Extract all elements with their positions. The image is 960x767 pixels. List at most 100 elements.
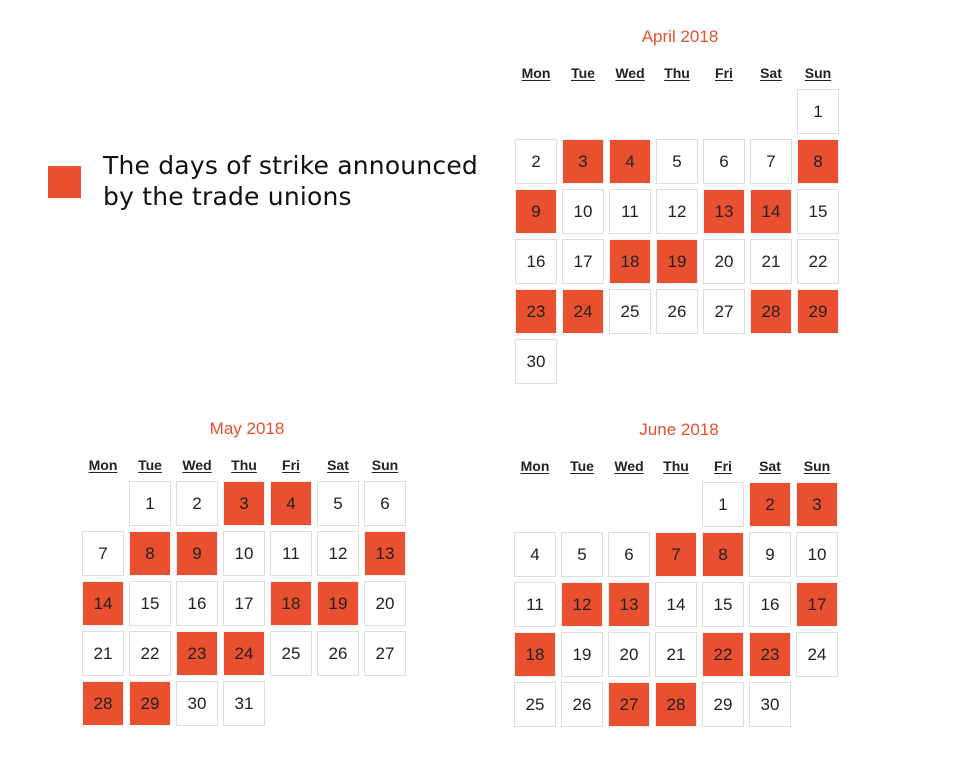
strike-day-cell: 18	[609, 239, 651, 284]
weekday-label: Sun	[804, 65, 832, 81]
weekday-label: Thu	[663, 458, 689, 474]
strike-day-cell: 18	[514, 632, 556, 677]
day-cell: 26	[317, 631, 359, 676]
strike-day-cell: 23	[749, 632, 791, 677]
day-cell: 15	[129, 581, 171, 626]
weekday-label: Thu	[231, 457, 257, 473]
day-cell: 14	[655, 582, 697, 627]
day-cell: 16	[749, 582, 791, 627]
day-cell: 20	[608, 632, 650, 677]
weekday-label: Mon	[88, 457, 118, 473]
day-cell: 6	[364, 481, 406, 526]
day-cell: 10	[223, 531, 265, 576]
weekday-label: Sun	[803, 458, 831, 474]
day-cell: 20	[364, 581, 406, 626]
day-cell: 30	[515, 339, 557, 384]
strike-day-cell: 27	[608, 682, 650, 727]
strike-day-cell: 3	[562, 139, 604, 184]
day-cell: 24	[796, 632, 838, 677]
day-cell: 16	[176, 581, 218, 626]
day-cell: 16	[515, 239, 557, 284]
day-cell: 7	[750, 139, 792, 184]
legend-swatch	[48, 166, 81, 198]
strike-day-cell: 28	[655, 682, 697, 727]
day-cell: 2	[176, 481, 218, 526]
strike-day-cell: 4	[609, 139, 651, 184]
day-cell: 1	[797, 89, 839, 134]
weekday-label: Sat	[327, 457, 349, 473]
day-cell: 20	[703, 239, 745, 284]
day-cell: 1	[129, 481, 171, 526]
day-cell: 25	[270, 631, 312, 676]
day-cell: 17	[562, 239, 604, 284]
strike-day-cell: 29	[797, 289, 839, 334]
day-cell: 26	[656, 289, 698, 334]
weekday-label: Sun	[371, 457, 399, 473]
strike-day-cell: 9	[515, 189, 557, 234]
day-cell: 1	[702, 482, 744, 527]
weekday-label: Tue	[571, 65, 595, 81]
strike-day-cell: 28	[750, 289, 792, 334]
day-cell: 12	[656, 189, 698, 234]
weekday-label: Fri	[282, 457, 300, 473]
weekday-label: Fri	[714, 458, 732, 474]
day-cell: 12	[317, 531, 359, 576]
strike-day-cell: 19	[656, 239, 698, 284]
day-cell: 21	[655, 632, 697, 677]
day-cell: 25	[514, 682, 556, 727]
day-cell: 22	[129, 631, 171, 676]
legend-text: The days of strike announced by the trad…	[103, 151, 478, 211]
strike-day-cell: 28	[82, 681, 124, 726]
strike-day-cell: 13	[703, 189, 745, 234]
strike-day-cell: 14	[82, 581, 124, 626]
calendar-title: April 2018	[641, 27, 719, 46]
day-cell: 31	[223, 681, 265, 726]
day-cell: 5	[317, 481, 359, 526]
strike-day-cell: 8	[129, 531, 171, 576]
weekday-label: Wed	[614, 458, 644, 474]
day-cell: 11	[609, 189, 651, 234]
day-cell: 30	[176, 681, 218, 726]
day-cell: 6	[608, 532, 650, 577]
weekday-label: Mon	[520, 458, 550, 474]
day-cell: 22	[797, 239, 839, 284]
weekday-label: Sat	[760, 65, 782, 81]
strike-day-cell: 19	[317, 581, 359, 626]
strike-day-cell: 8	[702, 532, 744, 577]
day-cell: 5	[561, 532, 603, 577]
day-cell: 19	[561, 632, 603, 677]
weekday-header: Mon Tue Wed Thu Fri Sat Sun	[82, 457, 412, 477]
strike-day-cell: 18	[270, 581, 312, 626]
day-cell: 30	[749, 682, 791, 727]
day-cell: 6	[703, 139, 745, 184]
strike-day-cell: 14	[750, 189, 792, 234]
calendar-title: May 2018	[209, 419, 285, 438]
weekday-label: Thu	[664, 65, 690, 81]
day-cell: 15	[702, 582, 744, 627]
strike-day-cell: 7	[655, 532, 697, 577]
strike-day-cell: 2	[749, 482, 791, 527]
strike-day-cell: 13	[364, 531, 406, 576]
weekday-label: Fri	[715, 65, 733, 81]
day-cell: 21	[82, 631, 124, 676]
day-cell: 9	[749, 532, 791, 577]
weekday-label: Wed	[182, 457, 212, 473]
day-cell: 26	[561, 682, 603, 727]
day-cell: 7	[82, 531, 124, 576]
day-cell: 5	[656, 139, 698, 184]
strike-day-cell: 3	[796, 482, 838, 527]
strike-day-cell: 8	[797, 139, 839, 184]
day-cell: 4	[514, 532, 556, 577]
day-cell: 17	[223, 581, 265, 626]
day-cell: 29	[702, 682, 744, 727]
weekday-header: Mon Tue Wed Thu Fri Sat Sun	[514, 458, 844, 478]
day-cell: 10	[562, 189, 604, 234]
day-cell: 25	[609, 289, 651, 334]
weekday-label: Tue	[570, 458, 594, 474]
strike-day-cell: 3	[223, 481, 265, 526]
strike-day-cell: 24	[562, 289, 604, 334]
weekday-header: Mon Tue Wed Thu Fri Sat Sun	[515, 65, 845, 85]
day-cell: 21	[750, 239, 792, 284]
weekday-label: Tue	[138, 457, 162, 473]
strike-day-cell: 12	[561, 582, 603, 627]
